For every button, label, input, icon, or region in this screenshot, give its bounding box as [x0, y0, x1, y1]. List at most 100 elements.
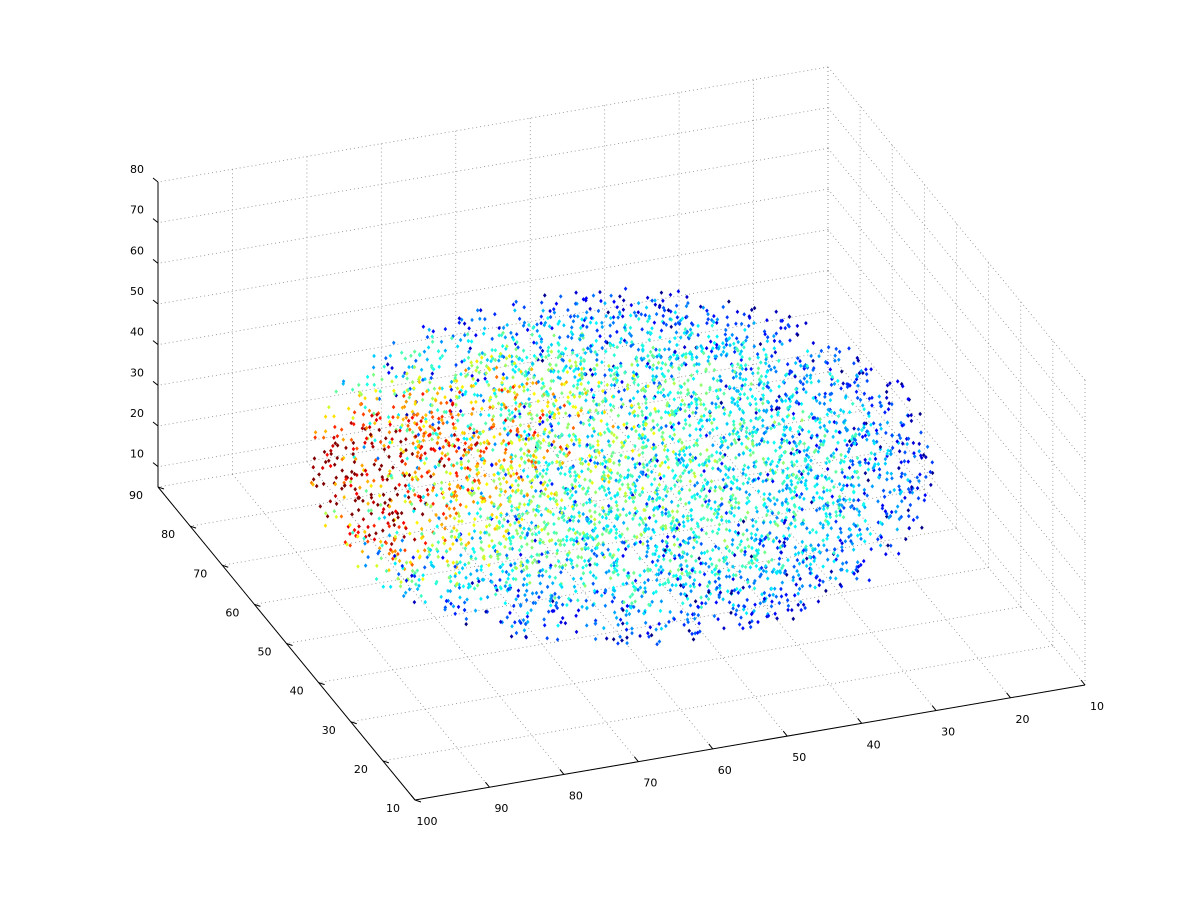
data-point [729, 591, 734, 596]
data-point [487, 398, 492, 403]
x-tick-mark [931, 705, 937, 711]
data-point [560, 584, 564, 590]
x-tick-mark [1080, 679, 1086, 686]
data-point [478, 308, 483, 313]
data-point [538, 345, 543, 350]
data-point [417, 352, 422, 357]
data-point [479, 564, 484, 569]
data-point [749, 558, 754, 563]
data-point [773, 470, 778, 475]
data-point [373, 438, 377, 443]
data-point [425, 502, 429, 507]
data-point [823, 433, 827, 439]
data-point [548, 496, 553, 502]
data-point [593, 464, 598, 469]
data-point [408, 392, 412, 397]
data-point [608, 373, 613, 378]
data-point [490, 336, 494, 342]
data-point [421, 494, 426, 500]
data-point [635, 389, 640, 394]
data-point [670, 582, 675, 588]
data-point [754, 410, 758, 416]
data-point [593, 503, 597, 508]
data-point [654, 577, 659, 583]
data-point [834, 420, 839, 426]
data-point [401, 520, 406, 526]
data-point [798, 494, 802, 500]
data-point [560, 602, 565, 607]
data-point [476, 435, 481, 440]
data-point [885, 451, 889, 457]
y-tick-label: 50 [258, 646, 272, 659]
data-point [748, 448, 752, 453]
data-point [534, 469, 539, 474]
data-point [857, 370, 862, 376]
data-point [656, 390, 660, 395]
data-point [790, 607, 794, 613]
data-point [502, 457, 506, 463]
data-point [679, 384, 684, 390]
data-point [635, 509, 639, 514]
data-point [646, 474, 650, 479]
data-point [640, 450, 645, 456]
data-point [518, 523, 522, 528]
data-point [541, 412, 545, 417]
data-point [632, 534, 637, 539]
data-point [739, 575, 743, 580]
data-point [655, 365, 659, 371]
data-point [654, 572, 659, 577]
data-point [582, 538, 587, 543]
data-point [906, 436, 911, 441]
data-point [520, 512, 525, 517]
data-point [667, 619, 671, 625]
data-point [479, 393, 483, 398]
data-point [699, 541, 704, 547]
data-point [416, 411, 420, 417]
data-point [499, 487, 503, 492]
data-point [532, 353, 537, 359]
data-point [691, 545, 696, 550]
data-point [552, 412, 557, 417]
data-point [704, 367, 708, 372]
data-point [536, 439, 541, 444]
data-point [400, 459, 404, 464]
data-point [707, 564, 711, 569]
data-point [401, 393, 406, 399]
data-point [432, 481, 437, 487]
data-point [551, 306, 556, 312]
data-point [834, 469, 838, 475]
data-point [866, 478, 871, 483]
data-point [379, 556, 384, 561]
data-point [364, 425, 369, 431]
data-point [469, 400, 474, 405]
data-point [634, 428, 638, 434]
data-point [706, 589, 711, 595]
data-point [722, 559, 726, 564]
data-point [332, 508, 337, 514]
data-point [513, 620, 517, 625]
data-point [644, 405, 649, 411]
data-point [594, 338, 599, 343]
data-point [739, 548, 744, 553]
data-point [782, 427, 787, 432]
data-point [458, 537, 463, 542]
data-point [885, 420, 890, 425]
data-point [844, 428, 849, 433]
data-point [526, 424, 531, 429]
data-point [593, 618, 598, 623]
data-point [679, 402, 683, 407]
data-point [556, 538, 561, 543]
data-point [711, 427, 715, 432]
data-point [449, 534, 454, 539]
data-point [722, 435, 726, 440]
data-point [501, 375, 505, 381]
data-point [390, 440, 394, 445]
data-point [792, 502, 797, 508]
data-point [647, 337, 652, 342]
data-point [511, 302, 516, 307]
data-point [569, 364, 574, 369]
data-point [590, 535, 595, 541]
data-point [650, 367, 655, 372]
data-point [627, 331, 632, 336]
data-point [526, 526, 531, 532]
